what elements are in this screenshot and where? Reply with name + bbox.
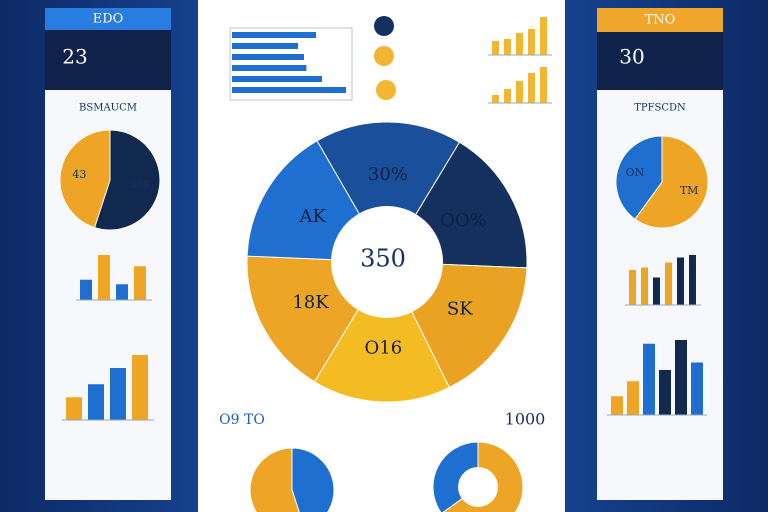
- bar: [134, 266, 146, 300]
- bar: [516, 33, 523, 55]
- pie-slice: [634, 135, 709, 229]
- hbar: [232, 76, 322, 82]
- hbar: [232, 43, 298, 49]
- bar: [110, 368, 126, 420]
- right-title: TPFSCDN: [634, 103, 686, 114]
- donut-hole: [458, 467, 498, 507]
- bar: [504, 89, 511, 103]
- bar: [98, 255, 110, 300]
- slice-label: OO%: [440, 210, 487, 231]
- bar: [492, 41, 499, 55]
- hbar: [232, 65, 307, 71]
- icon: [374, 46, 394, 66]
- bar: [80, 279, 92, 300]
- center-value: 350: [360, 245, 406, 273]
- right-header: [597, 32, 723, 90]
- bar: [528, 73, 535, 103]
- right-header-text: TNO: [645, 13, 676, 28]
- bar: [689, 255, 696, 305]
- left-header: [45, 30, 171, 90]
- slice-label: O16: [365, 338, 403, 359]
- bar: [653, 277, 660, 305]
- bar: [691, 362, 703, 415]
- bar: [116, 284, 128, 300]
- bar: [132, 355, 148, 420]
- bar: [540, 17, 547, 55]
- bar: [643, 343, 655, 415]
- bar: [659, 370, 671, 415]
- donut-hole: [331, 206, 443, 318]
- slice-label: AK: [299, 206, 327, 227]
- bar: [516, 81, 523, 103]
- pie-slice: [59, 129, 111, 229]
- bar: [528, 29, 535, 55]
- bar: [492, 95, 499, 103]
- slice-label: 35K: [130, 178, 153, 191]
- pie-slice: [316, 121, 461, 263]
- bar: [66, 397, 82, 420]
- bar: [675, 340, 687, 415]
- bottom-right-stat: 1000: [505, 410, 546, 429]
- bar: [677, 257, 684, 305]
- left-title: BSMAUCM: [79, 103, 137, 114]
- bar: [627, 381, 639, 415]
- pie-slice: [313, 260, 450, 403]
- slice-label: 18K: [292, 292, 329, 313]
- bar: [540, 67, 547, 103]
- slice-label: TM: [680, 184, 699, 197]
- hbar: [232, 32, 316, 38]
- bar: [629, 270, 636, 305]
- slice-label: 30%: [368, 164, 408, 185]
- bar: [611, 396, 623, 415]
- bar: [665, 262, 672, 305]
- hbar: [232, 54, 304, 60]
- slice-label: ON: [626, 166, 645, 179]
- pie-slice: [249, 447, 300, 512]
- slice-label: 43: [72, 168, 86, 181]
- icon: [374, 16, 394, 36]
- pie-slice: [93, 129, 161, 231]
- right-header-band: [597, 8, 723, 32]
- hbar-frame: [229, 27, 353, 101]
- bar: [641, 267, 648, 305]
- icon: [376, 80, 396, 100]
- bottom-left-stat: O9 TO: [219, 412, 265, 428]
- hbar: [232, 87, 346, 93]
- right-stat: 30: [619, 45, 644, 69]
- bar: [88, 384, 104, 420]
- left-header-text: EDO: [93, 12, 124, 27]
- bar: [504, 39, 511, 55]
- slice-label: SK: [447, 298, 473, 319]
- pie-slice: [615, 135, 663, 220]
- left-header-band: [45, 8, 171, 30]
- pie-slice: [291, 447, 335, 512]
- left-stat: 23: [62, 45, 87, 69]
